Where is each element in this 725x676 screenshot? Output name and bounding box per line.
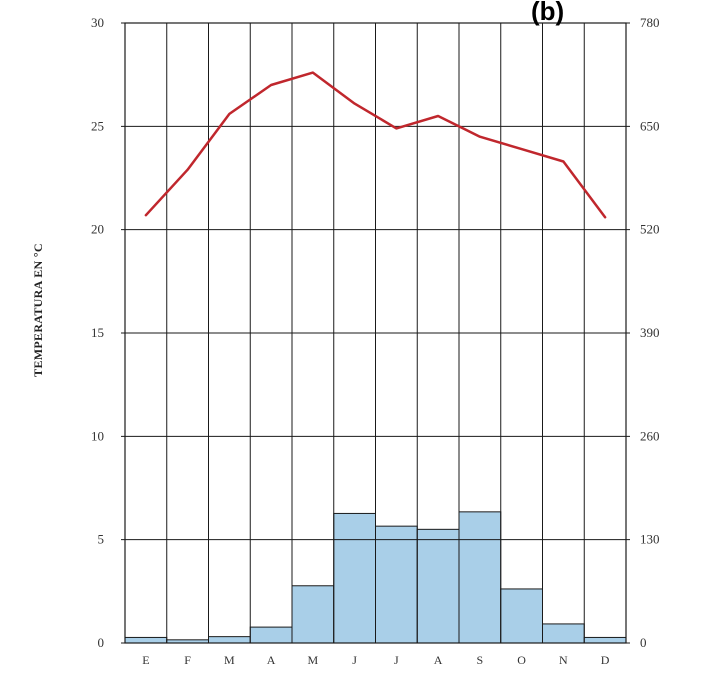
precipitation-bar xyxy=(583,636,627,644)
month-label: A xyxy=(267,653,276,667)
right-axis-tick-label: 390 xyxy=(640,325,660,340)
left-axis-tick-label: 0 xyxy=(98,635,105,650)
left-axis-tick-label: 25 xyxy=(91,118,104,133)
left-axis-tick-label: 30 xyxy=(91,15,104,30)
precipitation-bar xyxy=(208,636,251,644)
month-label: J xyxy=(394,653,399,667)
right-axis-tick-labels: 0 130 260 390 520 650 780 xyxy=(640,15,660,650)
chart-tag: (b) xyxy=(531,0,564,26)
precipitation-bar xyxy=(333,512,376,644)
right-axis-tick-label: 780 xyxy=(640,15,660,30)
precipitation-bar xyxy=(500,588,543,644)
temperature-line xyxy=(144,71,607,219)
left-axis-tick-label: 20 xyxy=(91,222,104,237)
right-axis-tick-label: 260 xyxy=(640,428,660,443)
right-axis-tick-label: 130 xyxy=(640,532,660,547)
y-axis-label: TEMPERATURA EN °C xyxy=(31,243,45,377)
plot-frame xyxy=(124,22,627,644)
precipitation-bar xyxy=(458,511,502,644)
precipitation-bar xyxy=(249,626,293,644)
plot-frame-border xyxy=(124,22,627,644)
left-axis-tick-label: 5 xyxy=(98,532,105,547)
month-label: F xyxy=(184,653,191,667)
right-axis-tick-label: 650 xyxy=(640,118,660,133)
right-axis-tick-label: 520 xyxy=(640,222,660,237)
precipitation-bar xyxy=(542,623,585,644)
precipitation-bar xyxy=(416,528,460,644)
month-label: M xyxy=(224,653,235,667)
month-label: N xyxy=(559,653,568,667)
precipitation-bar xyxy=(375,525,418,644)
left-axis-tick-label: 15 xyxy=(91,325,104,340)
left-axis-tick-label: 10 xyxy=(91,428,104,443)
precipitation-bar xyxy=(291,585,335,644)
month-label: O xyxy=(517,653,526,667)
month-label: D xyxy=(601,653,610,667)
month-label: E xyxy=(142,653,149,667)
month-label: J xyxy=(352,653,357,667)
precipitation-bar xyxy=(124,636,168,644)
month-label: A xyxy=(434,653,443,667)
month-label: S xyxy=(477,653,484,667)
temperature-line-layer xyxy=(144,71,607,219)
month-label: M xyxy=(308,653,319,667)
left-axis-tick-labels: 0 5 10 15 20 25 30 xyxy=(91,15,104,650)
grid-lines xyxy=(121,22,630,644)
right-axis-tick-label: 0 xyxy=(640,635,647,650)
